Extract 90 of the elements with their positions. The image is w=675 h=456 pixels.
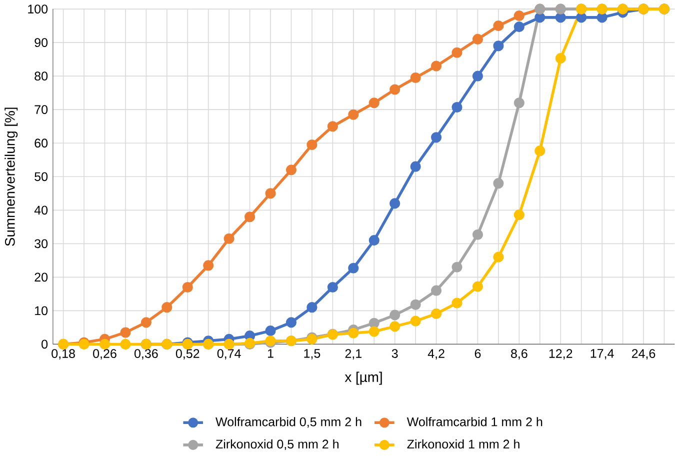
point (203, 260, 214, 271)
point (493, 252, 504, 262)
y-tick-label: 40 (34, 206, 48, 215)
point (120, 338, 131, 350)
point (514, 210, 524, 220)
x-tick-label: 6 (474, 349, 481, 358)
x-tick-label: 8,6 (511, 349, 528, 360)
point (368, 326, 380, 337)
point (452, 298, 462, 308)
point (472, 70, 484, 82)
legend-label: Zirkonoxid 1 mm 2 h (407, 439, 520, 449)
x-tick-label: 0,52 (176, 349, 200, 360)
y-tick-label: 20 (34, 272, 48, 282)
x-tick-label: 0,74 (217, 349, 241, 360)
y-tick-label: 70 (34, 105, 48, 114)
y-tick-label: 80 (34, 72, 48, 80)
point (493, 20, 504, 32)
point (452, 262, 462, 272)
x-tick-label: 1,5 (304, 349, 320, 360)
x-tick-label: 2,1 (345, 349, 362, 360)
point (368, 98, 380, 108)
point (431, 60, 442, 72)
x-tick-label: 0,26 (93, 349, 116, 360)
point (348, 328, 359, 338)
point (596, 12, 608, 23)
x-tick-label: 12,2 (549, 349, 572, 360)
point (452, 47, 462, 58)
x-tick-label: 4,2 (428, 349, 444, 360)
point (431, 285, 442, 296)
point (534, 12, 546, 23)
point (390, 310, 400, 320)
point (140, 317, 152, 328)
point (286, 164, 297, 176)
legend-label: Wolframcarbid 0,5 mm 2 h (216, 417, 362, 428)
point (265, 325, 276, 336)
y-tick-label: 90 (34, 38, 48, 47)
point (327, 121, 338, 132)
y-tick-label: 60 (34, 138, 48, 148)
point (534, 146, 546, 156)
point (244, 212, 256, 222)
point (286, 317, 297, 328)
point (410, 161, 421, 172)
point (348, 109, 359, 120)
point (493, 40, 504, 52)
point (452, 102, 462, 113)
x-tick-label: 24,6 (632, 349, 656, 360)
point (390, 198, 400, 209)
point (576, 12, 587, 23)
point (120, 327, 131, 338)
point (265, 188, 276, 199)
point (514, 98, 524, 108)
point (327, 282, 338, 292)
y-tick-label: 30 (34, 239, 48, 248)
legend-label: Zirkonoxid 0,5 mm 2 h (216, 439, 338, 450)
point (348, 262, 359, 274)
point (472, 281, 484, 292)
point (555, 53, 566, 64)
point (555, 12, 566, 23)
x-tick-label: 0,36 (134, 349, 158, 360)
y-tick-label: 50 (34, 172, 48, 182)
point (514, 22, 524, 32)
point (493, 178, 504, 189)
point (368, 318, 380, 328)
point (431, 308, 442, 319)
x-tick-label: 17,4 (590, 349, 614, 360)
point (410, 299, 421, 310)
point (472, 229, 484, 240)
point (390, 321, 400, 332)
point (162, 302, 172, 313)
x-tick-label: 3 (392, 349, 398, 358)
point (306, 302, 318, 313)
point (306, 139, 318, 150)
point (514, 10, 524, 22)
legend-label: Wolframcarbid 1 mm 2 h (406, 417, 542, 426)
point (99, 338, 110, 350)
point (182, 282, 193, 292)
point (410, 316, 421, 326)
y-tick-label: 100 (28, 4, 48, 14)
point (368, 234, 380, 246)
point (410, 72, 421, 84)
point (390, 84, 400, 95)
point (431, 132, 442, 143)
x-tick-label: 1 (268, 349, 274, 358)
y-axis-title: Summenverteilung [%] (4, 108, 18, 246)
point (224, 233, 234, 244)
x-axis-title: x [µm] (344, 372, 382, 385)
y-tick-label: 10 (35, 306, 48, 316)
y-tick-label: 0 (42, 340, 48, 349)
x-tick-label: 0,18 (52, 349, 75, 360)
point (472, 34, 484, 44)
